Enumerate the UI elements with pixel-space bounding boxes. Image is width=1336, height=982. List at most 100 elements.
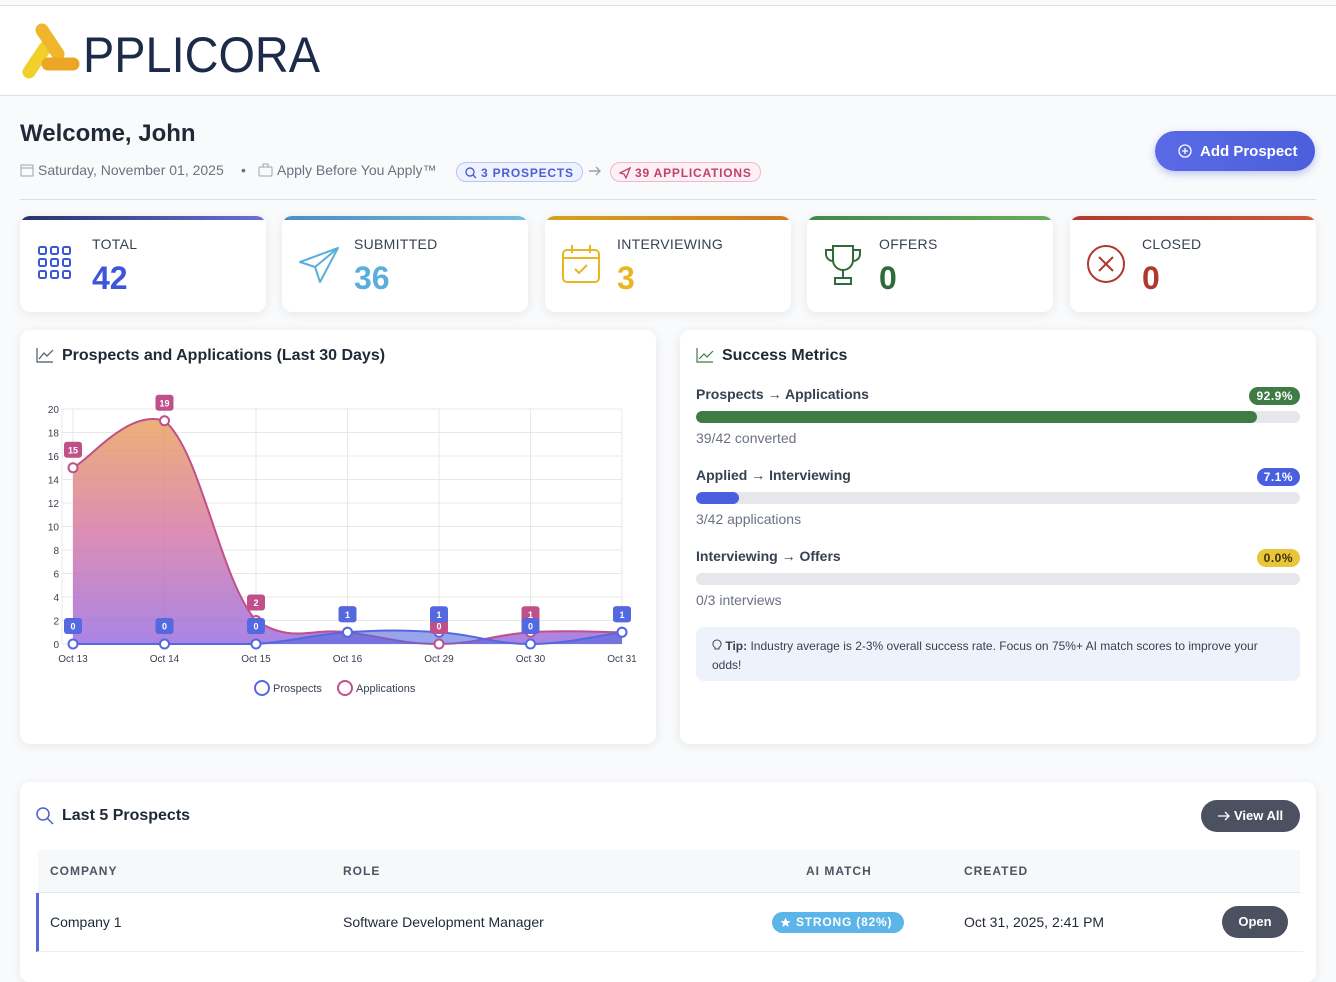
arrow-icon [589, 166, 601, 176]
y-tick-label: 16 [48, 452, 60, 463]
data-label: 0 [528, 622, 533, 632]
legend-label: Prospects [273, 683, 322, 695]
stat-card: CLOSED 0 [1070, 216, 1316, 312]
prospects-pill[interactable]: 3 PROSPECTS [456, 162, 583, 182]
metric-badge: 0.0% [1256, 549, 1300, 567]
progress-track [696, 573, 1300, 585]
welcome-title: Welcome, John [20, 120, 196, 147]
data-label: 1 [436, 610, 441, 620]
data-label: 15 [68, 445, 78, 455]
page: PPLICORA Welcome, John Saturday, Novembe… [0, 5, 1336, 952]
stat-label: SUBMITTED [354, 236, 438, 252]
metrics-title: Success Metrics [722, 347, 848, 364]
send-icon [299, 247, 339, 283]
add-prospect-button[interactable]: Add Prospect [1155, 131, 1315, 171]
point [159, 415, 170, 427]
stat-value: 36 [354, 260, 390, 296]
card-accent [282, 216, 528, 220]
star-icon [780, 917, 791, 927]
separator: • [241, 162, 246, 178]
metric-note: 3/42 applications [696, 511, 802, 527]
metric-badge: 7.1% [1256, 468, 1300, 486]
button-text: View All [1234, 808, 1284, 823]
y-tick-label: 18 [48, 429, 60, 440]
progress-fill [696, 492, 739, 504]
x-tick-label: Oct 31 [607, 654, 637, 665]
role: Software Development Manager [343, 914, 544, 930]
point [250, 638, 262, 650]
logo[interactable]: PPLICORA [0, 6, 340, 95]
data-label-bg [247, 594, 265, 611]
x-circle-icon [1087, 245, 1125, 283]
stat-label: CLOSED [1142, 236, 1202, 252]
stat-value: 3 [617, 260, 635, 296]
y-tick-label: 14 [48, 476, 60, 487]
progress-track [696, 411, 1300, 423]
grid-icon [38, 246, 71, 279]
stat-card: SUBMITTED 36 [282, 216, 528, 312]
legend-label: Applications [356, 683, 416, 695]
search-icon [36, 807, 54, 825]
data-label: 19 [159, 398, 169, 408]
progress-fill [696, 411, 1258, 423]
data-label-bg [155, 394, 174, 411]
stat-value: 0 [1142, 260, 1160, 296]
card-accent [1070, 216, 1316, 220]
tip-body: Industry average is 2-3% overall success… [712, 639, 1258, 672]
card-accent [20, 216, 266, 220]
pill-text: 3 PROSPECTS [481, 166, 574, 180]
data-label: 0 [253, 622, 258, 632]
applications-pill[interactable]: 39 APPLICATIONS [610, 162, 761, 182]
stat-label: OFFERS [879, 236, 938, 252]
open-button[interactable]: Open [1222, 906, 1288, 938]
data-label-bg [521, 618, 540, 634]
y-tick-label: 2 [53, 617, 59, 628]
y-tick-label: 8 [53, 546, 59, 557]
data-label-bg [613, 606, 631, 623]
stat-value: 0 [879, 260, 897, 296]
stat-card: INTERVIEWING 3 [545, 216, 791, 312]
progress-track [696, 492, 1300, 504]
y-tick-label: 10 [48, 523, 60, 534]
data-label-bg [430, 606, 448, 623]
calendar-icon [20, 164, 34, 177]
y-tick-label: 20 [48, 405, 60, 416]
calendar-check-icon [562, 245, 600, 283]
table-header [38, 850, 1300, 894]
stat-value: 42 [92, 260, 128, 296]
briefcase-icon [258, 163, 273, 177]
data-label: 1 [528, 610, 533, 620]
legend-swatch [337, 680, 353, 696]
data-label: 0 [436, 622, 441, 632]
button-text: Open [1238, 914, 1272, 929]
send-icon [619, 167, 631, 179]
search-icon [465, 167, 477, 179]
metric-label: Applied → Interviewing [696, 467, 851, 483]
point [159, 638, 170, 650]
chart-icon [36, 348, 54, 363]
column-header: CREATED [964, 864, 1029, 878]
card-accent [545, 216, 791, 220]
area [73, 418, 622, 644]
prospects-title: Last 5 Prospects [62, 807, 191, 824]
data-label-bg [247, 618, 265, 634]
x-tick-label: Oct 13 [58, 654, 88, 665]
column-header: COMPANY [50, 864, 118, 878]
trend-icon [696, 348, 714, 363]
created: Oct 31, 2025, 2:41 PM [964, 914, 1105, 930]
view-all-button[interactable]: View All [1201, 800, 1300, 832]
data-label: 0 [162, 622, 167, 632]
table-row[interactable] [36, 893, 1303, 952]
x-tick-label: Oct 16 [333, 654, 363, 665]
column-header: AI MATCH [806, 864, 872, 878]
tagline: Apply Before You Apply™ [277, 162, 437, 178]
data-label: 1 [619, 610, 624, 620]
y-tick-label: 6 [53, 570, 59, 581]
data-label-bg [338, 606, 357, 623]
point [67, 638, 79, 650]
data-label-bg [64, 441, 82, 458]
tip-text: Tip: Industry average is 2-3% overall su… [712, 637, 1282, 675]
column-header: ROLE [343, 864, 381, 878]
metric-label: Prospects → Applications [696, 386, 869, 402]
